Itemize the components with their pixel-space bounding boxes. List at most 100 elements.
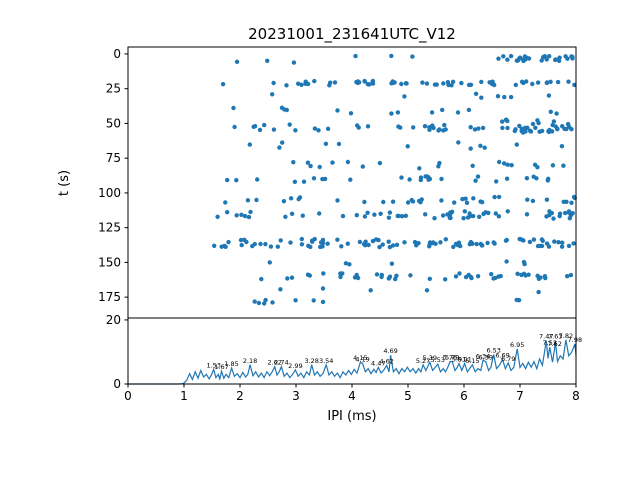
tick-labels: 0 25 50 75 100 125 150 175 0 20 0 1 2 3 4 5 6 7 8 bbox=[98, 47, 580, 403]
scatter-point bbox=[366, 242, 371, 248]
scatter-point bbox=[308, 163, 313, 169]
scatter-point bbox=[247, 142, 252, 147]
scatter-point bbox=[430, 123, 435, 128]
scatter-point bbox=[293, 128, 298, 133]
scatter-point bbox=[390, 243, 396, 248]
scatter-point bbox=[470, 163, 475, 168]
scatter-point bbox=[455, 110, 461, 115]
scatter-point bbox=[325, 126, 331, 131]
scatter-point bbox=[544, 57, 549, 62]
scatter-point bbox=[285, 276, 290, 281]
scatter-point bbox=[445, 80, 451, 85]
peak-label: 7.53 bbox=[542, 339, 556, 347]
scatter-point bbox=[248, 209, 253, 215]
scatter-point bbox=[307, 273, 312, 278]
scatter-point bbox=[441, 81, 446, 86]
scatter-point bbox=[553, 57, 558, 63]
scatter-point bbox=[548, 109, 553, 115]
scatter-point bbox=[271, 80, 276, 86]
scatter-point bbox=[336, 141, 342, 147]
scatter-point bbox=[475, 274, 481, 279]
peak-label: 5.53 bbox=[430, 356, 444, 364]
scatter-point bbox=[386, 239, 391, 244]
scatter-point bbox=[222, 243, 227, 249]
scatter-point bbox=[473, 178, 478, 183]
scatter-point bbox=[493, 211, 498, 216]
scatter-point bbox=[223, 200, 228, 205]
scatter-point bbox=[521, 238, 526, 243]
peak-label: 2.18 bbox=[243, 357, 257, 365]
scatter-point bbox=[246, 214, 252, 220]
scatter-point bbox=[321, 271, 326, 276]
scatter-point bbox=[569, 200, 574, 205]
peak-label: 7.62 bbox=[547, 340, 561, 348]
y-tick-label: 0 bbox=[113, 377, 121, 391]
scatter-point bbox=[570, 54, 575, 59]
scatter-point bbox=[524, 212, 530, 217]
scatter-point bbox=[403, 81, 409, 86]
scatter-point bbox=[563, 210, 568, 216]
peak-label: 7.98 bbox=[568, 336, 582, 344]
peak-label: 5.91 bbox=[452, 356, 466, 364]
scatter-point bbox=[377, 160, 383, 166]
scatter-point bbox=[408, 273, 413, 278]
scatter-point bbox=[225, 177, 230, 183]
x-tick-label: 0 bbox=[124, 389, 132, 403]
peak-label: 1.67 bbox=[214, 363, 228, 371]
scatter-point bbox=[263, 241, 268, 247]
scatter-point bbox=[453, 274, 459, 279]
scatter-point bbox=[389, 53, 394, 59]
scatter-point bbox=[291, 160, 296, 165]
scatter-point bbox=[544, 214, 549, 219]
scatter-point bbox=[451, 244, 456, 250]
scatter-point bbox=[325, 241, 330, 246]
scatter-point bbox=[500, 125, 505, 131]
scatter-point bbox=[479, 200, 485, 205]
scatter-point bbox=[323, 141, 329, 146]
scatter-point bbox=[330, 160, 335, 165]
scatter-point bbox=[356, 125, 361, 130]
scatter-point bbox=[448, 210, 453, 215]
scatter-point bbox=[370, 78, 376, 84]
scatter-point bbox=[480, 125, 486, 131]
scatter-point bbox=[434, 82, 439, 87]
scatter-point bbox=[560, 240, 565, 245]
scatter-point bbox=[468, 125, 473, 130]
scatter-point bbox=[399, 81, 404, 87]
peak-label: 3.54 bbox=[319, 357, 333, 365]
scatter-point bbox=[527, 128, 533, 133]
scatter-point bbox=[278, 287, 283, 292]
scatter-point bbox=[311, 176, 317, 181]
scatter-point bbox=[252, 299, 257, 304]
scatter-point bbox=[423, 212, 428, 217]
scatter-points bbox=[212, 53, 577, 306]
scatter-point bbox=[316, 128, 321, 133]
scatter-point bbox=[468, 82, 474, 88]
scatter-point bbox=[370, 238, 376, 244]
scatter-point bbox=[283, 214, 288, 219]
scatter-point bbox=[386, 215, 392, 220]
scatter-point bbox=[390, 199, 396, 204]
scatter-point bbox=[496, 194, 502, 200]
scatter-point bbox=[395, 110, 401, 115]
scatter-point bbox=[460, 196, 465, 202]
scatter-point bbox=[263, 297, 268, 303]
scatter-point bbox=[477, 214, 482, 219]
scatter-point bbox=[348, 111, 354, 116]
scatter-point bbox=[348, 177, 353, 182]
scatter-point bbox=[561, 163, 566, 168]
scatter-point bbox=[492, 82, 497, 88]
scatter-point bbox=[317, 211, 322, 216]
scatter-point bbox=[357, 239, 363, 245]
scatter-point bbox=[527, 239, 533, 245]
scatter-point bbox=[495, 94, 501, 99]
scatter-point bbox=[443, 237, 448, 242]
scatter-point bbox=[387, 274, 393, 279]
peak-label: 4.15 bbox=[353, 354, 367, 362]
scatter-point bbox=[452, 200, 457, 205]
x-tick-label: 1 bbox=[180, 389, 188, 403]
scatter-point bbox=[427, 244, 432, 249]
scatter-point bbox=[537, 243, 543, 249]
scatter-point bbox=[270, 92, 275, 97]
scatter-point bbox=[417, 166, 422, 171]
